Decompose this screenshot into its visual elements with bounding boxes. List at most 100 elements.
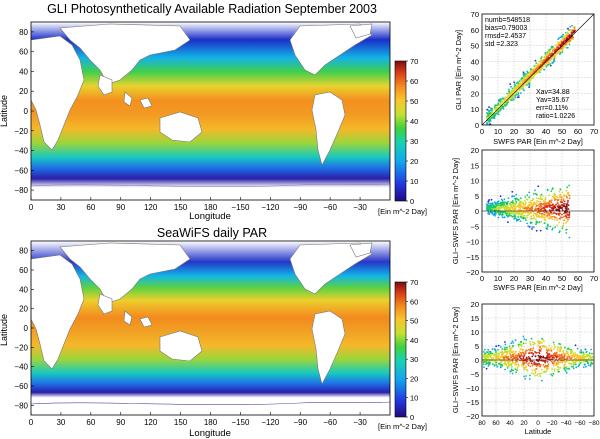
scatter1-point <box>538 63 541 66</box>
scatter1-point <box>527 80 530 83</box>
scatter3-point <box>569 363 572 366</box>
scatter3-point <box>572 366 574 368</box>
map-y-tick-label: −40 <box>14 363 28 372</box>
scatter1-point <box>502 108 505 110</box>
scatter2-point <box>550 201 552 204</box>
scatter2-point <box>557 213 560 216</box>
scatter1-point <box>522 71 525 74</box>
scatter3-point <box>537 354 540 357</box>
scatter1-point <box>525 81 528 84</box>
scatter3-point <box>573 356 576 358</box>
scatter1-point <box>489 109 492 112</box>
scatter2-point <box>539 195 542 198</box>
scatter2-point <box>540 212 543 215</box>
scatter2-point <box>511 190 514 193</box>
scatter1-point <box>528 82 531 84</box>
scatter1-point <box>496 104 499 107</box>
scatter1-point <box>533 73 536 76</box>
colorbar-tick-label: 40 <box>410 117 418 126</box>
scatter2-point <box>501 199 504 202</box>
scatter3-point <box>561 357 563 360</box>
colorbar-tick-label: 30 <box>410 355 418 364</box>
scatter3-point <box>521 363 523 366</box>
scatter3-point <box>578 363 581 366</box>
scatter2-point <box>488 213 491 215</box>
gli-map-xlabel: Longitude <box>189 211 231 222</box>
scatter3-point <box>591 362 594 365</box>
map-x-tick-label: 30 <box>56 418 65 427</box>
scatter1-point <box>511 99 514 101</box>
scatter2-point <box>550 217 553 219</box>
scatter1-point <box>509 83 512 85</box>
scatter3-point <box>544 361 546 364</box>
scatter1-point <box>564 36 566 39</box>
scatter3-point <box>496 365 499 368</box>
scatter3-point <box>492 363 494 366</box>
colorbar-tick-label: 10 <box>410 394 418 403</box>
scatter2-point <box>522 211 524 214</box>
scatter3-point <box>554 345 556 348</box>
scatter3-point <box>531 355 534 358</box>
scatter2-point <box>562 198 565 201</box>
scatter2-point <box>566 210 569 213</box>
scatter2-point <box>492 207 495 209</box>
scatter3-point <box>530 362 533 365</box>
scatter2-point <box>513 208 516 211</box>
scatter3-point <box>589 365 592 367</box>
scatter1-point <box>548 51 550 54</box>
scatter2-point <box>542 207 545 210</box>
scatter-x-tick-label: −80 <box>588 420 599 427</box>
scatter3-point <box>506 348 508 351</box>
scatter-x-tick-label: 50 <box>558 274 566 283</box>
scatter2-point <box>559 188 562 191</box>
scatter3-point <box>515 360 517 362</box>
scatter2-point <box>504 208 506 211</box>
map-x-tick-label: 60 <box>86 203 95 212</box>
scatter1-point <box>515 86 518 89</box>
scatter2-point <box>508 214 511 217</box>
scatter1-point <box>497 113 500 116</box>
scatter3-point <box>559 366 562 369</box>
map-x-tick-label: −120 <box>261 418 280 427</box>
scatter3-point <box>495 345 498 348</box>
map-y-tick-label: −20 <box>14 127 28 136</box>
scatter2-point <box>556 217 558 220</box>
colorbar-tick-label: 10 <box>410 177 418 186</box>
gli-map-antarctica-edge <box>30 183 391 187</box>
scatter3-point <box>580 351 583 354</box>
scatter2-point <box>487 208 490 211</box>
scatter2-point <box>526 222 529 225</box>
scatter3-point <box>523 353 526 355</box>
scatter2-point <box>535 205 538 208</box>
scatter3-point <box>563 354 566 357</box>
scatter2-point <box>541 198 544 201</box>
map-y-tick-label: 40 <box>19 285 28 294</box>
scatter1-point <box>549 64 552 67</box>
scatter3-point <box>546 350 549 353</box>
scatter2-point <box>535 229 538 232</box>
scatter2-point <box>520 213 523 216</box>
scatter3-point <box>497 354 500 357</box>
scatter3-point <box>509 370 512 373</box>
scatter3-point <box>511 366 513 368</box>
seawifs-map-panel: SeaWiFS daily PAR −80−60−40−20020406080 … <box>0 226 427 439</box>
scatter1-point <box>511 87 514 90</box>
scatter1-point <box>553 54 556 56</box>
scatter1-point <box>546 54 548 57</box>
scatter-y-tick-label: 70 <box>471 10 479 19</box>
scatter3-point <box>511 361 514 364</box>
scatter2-point <box>561 213 563 216</box>
scatter3-point <box>549 349 552 351</box>
scatter1-point <box>507 92 510 95</box>
scatter3-point <box>516 369 518 371</box>
scatter-x-tick-label: 10 <box>494 274 502 283</box>
scatter3-point <box>553 348 555 350</box>
scatter2-point <box>528 207 531 210</box>
scatter2-point <box>534 189 536 192</box>
scatter3-point <box>589 355 591 357</box>
scatter1-point <box>569 26 571 28</box>
scatter-x-tick-label: 20 <box>510 127 518 136</box>
scatter3-point <box>552 341 555 344</box>
scatter2-point <box>524 211 526 214</box>
scatter3-point <box>559 361 562 364</box>
